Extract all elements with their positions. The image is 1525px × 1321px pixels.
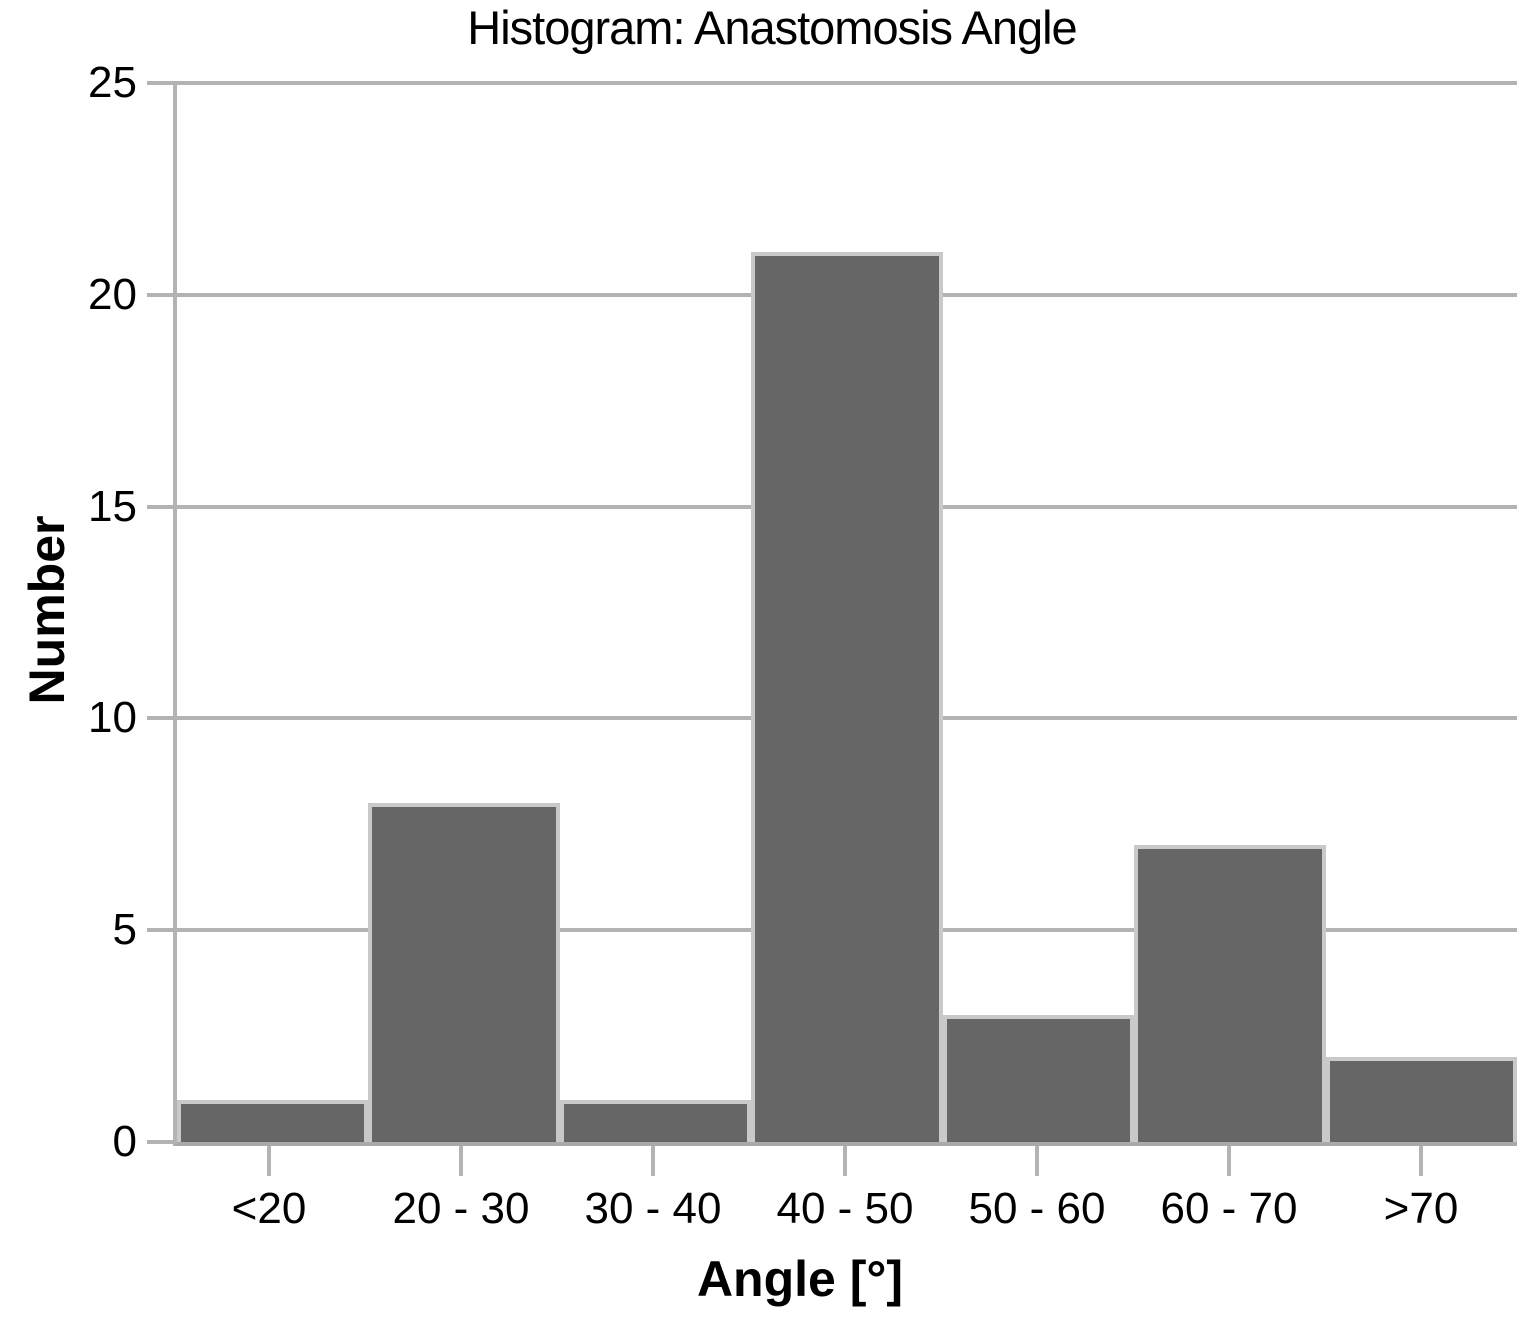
x-axis-ticks-row: <20 20 - 30 30 - 40 40 - 50 50 - 60 60 - 70 >7… bbox=[173, 1146, 1517, 1234]
y-tick-mark-10 bbox=[147, 716, 177, 721]
x-tick-mark-6 bbox=[1419, 1146, 1423, 1176]
x-tick-label-3: 40 - 50 bbox=[776, 1184, 914, 1233]
x-tick-label-2: 30 - 40 bbox=[584, 1184, 722, 1233]
x-cell-0: <20 bbox=[173, 1146, 365, 1234]
bar-50-60 bbox=[942, 1014, 1135, 1142]
y-tick-mark-15 bbox=[147, 504, 177, 509]
bar-20-30 bbox=[368, 803, 560, 1142]
chart-title: Histogram: Anastomosis Angle bbox=[467, 1, 1077, 54]
x-tick-label-0: <20 bbox=[231, 1184, 307, 1233]
gridline-y-25 bbox=[177, 81, 1517, 85]
bar->70 bbox=[1325, 1057, 1517, 1142]
bar-60-70 bbox=[1134, 845, 1326, 1142]
y-axis-title: Number bbox=[19, 515, 75, 705]
x-tick-mark-0 bbox=[267, 1146, 271, 1176]
x-tick-label-5: 60 - 70 bbox=[1160, 1184, 1298, 1233]
bar-cell-5 bbox=[1134, 83, 1326, 1142]
x-cell-6: >70 bbox=[1325, 1146, 1517, 1234]
y-tick-mark-25 bbox=[147, 81, 177, 85]
plot-area: 0 5 10 15 20 25 bbox=[88, 61, 1517, 1164]
x-tick-mark-4 bbox=[1035, 1146, 1039, 1176]
y-tick-label-5: 5 bbox=[112, 905, 137, 955]
x-cell-2: 30 - 40 bbox=[557, 1146, 749, 1234]
x-cell-3: 40 - 50 bbox=[749, 1146, 941, 1234]
bar-40-50 bbox=[751, 252, 943, 1142]
x-tick-mark-1 bbox=[459, 1146, 463, 1176]
y-tick-mark-5 bbox=[147, 928, 177, 933]
x-cell-1: 20 - 30 bbox=[365, 1146, 557, 1234]
bar-cell-2 bbox=[559, 83, 752, 1142]
y-tick-label-10: 10 bbox=[88, 693, 137, 743]
bar-30-40 bbox=[559, 1099, 752, 1142]
x-tick-label-4: 50 - 60 bbox=[968, 1184, 1106, 1233]
y-tick-label-20: 20 bbox=[88, 269, 137, 319]
x-tick-label-6: >70 bbox=[1383, 1184, 1459, 1233]
bar-cell-4 bbox=[942, 83, 1135, 1142]
x-tick-mark-2 bbox=[651, 1146, 655, 1176]
bar-<20 bbox=[177, 1099, 369, 1142]
x-cell-5: 60 - 70 bbox=[1133, 1146, 1325, 1234]
bar-cell-1 bbox=[368, 83, 560, 1142]
x-tick-mark-3 bbox=[843, 1146, 847, 1176]
bars-layer bbox=[177, 83, 1517, 1142]
y-tick-label-15: 15 bbox=[88, 481, 137, 531]
y-tick-mark-0 bbox=[147, 1140, 177, 1144]
x-tick-mark-5 bbox=[1227, 1146, 1231, 1176]
bar-cell-0 bbox=[177, 83, 369, 1142]
y-tick-label-0: 0 bbox=[112, 1117, 137, 1166]
y-tick-mark-20 bbox=[147, 292, 177, 297]
y-tick-label-25: 25 bbox=[88, 58, 137, 107]
x-axis-title: Angle [°] bbox=[696, 1251, 904, 1307]
bar-cell-3 bbox=[751, 83, 943, 1142]
bar-cell-6 bbox=[1325, 83, 1517, 1142]
x-cell-4: 50 - 60 bbox=[941, 1146, 1133, 1234]
x-tick-label-1: 20 - 30 bbox=[392, 1184, 530, 1233]
